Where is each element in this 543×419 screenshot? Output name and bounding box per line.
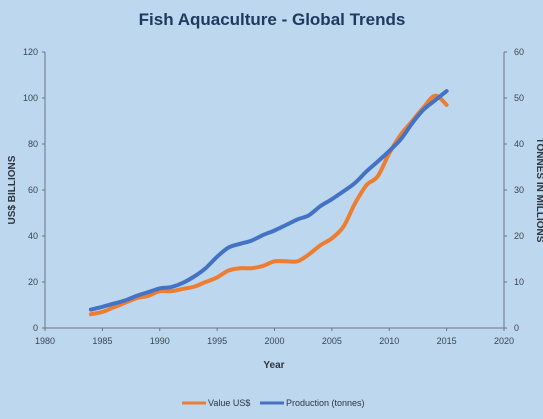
x-tick-label: 1980 <box>35 336 55 346</box>
series-line-value <box>88 93 449 317</box>
left-y-tick-label: 20 <box>28 277 38 287</box>
right-y-tick-label: 50 <box>514 93 524 103</box>
x-tick-label: 2020 <box>494 336 514 346</box>
series-line-production <box>88 89 449 312</box>
right-y-tick-label: 30 <box>514 185 524 195</box>
x-tick-label: 1995 <box>207 336 227 346</box>
axes <box>44 52 505 329</box>
x-tick-label: 2010 <box>379 336 399 346</box>
x-tick-label: 2000 <box>264 336 284 346</box>
x-tick-label: 1990 <box>150 336 170 346</box>
x-tick-label: 1985 <box>92 336 112 346</box>
right-y-tick-label: 60 <box>514 47 524 57</box>
left-y-tick-label: 40 <box>28 231 38 241</box>
left-y-tick-label: 100 <box>23 93 38 103</box>
right-y-tick-label: 10 <box>514 277 524 287</box>
left-y-tick-label: 120 <box>23 47 38 57</box>
right-y-tick-label: 0 <box>514 323 519 333</box>
legend-label-value: Value US$ <box>208 398 250 408</box>
left-y-tick-label: 80 <box>28 139 38 149</box>
legend: Value US$ Production (tonnes) <box>182 398 365 408</box>
legend-label-production: Production (tonnes) <box>286 398 365 408</box>
x-axis-label: Year <box>263 360 284 371</box>
left-y-tick-label: 60 <box>28 185 38 195</box>
x-tick-label: 2015 <box>437 336 457 346</box>
x-tick-label: 2005 <box>322 336 342 346</box>
x-tick-labels: 1980 1985 1990 1995 2000 2005 2010 2015 2020 <box>35 328 514 346</box>
right-y-tick-labels: 0 10 20 30 40 50 60 <box>504 47 524 333</box>
series-layer <box>88 89 449 317</box>
right-y-tick-label: 20 <box>514 231 524 241</box>
chart-title: Fish Aquaculture - Global Trends <box>139 10 406 29</box>
right-y-axis-label: TONNES IN MILLIONS <box>534 138 543 243</box>
right-y-tick-label: 40 <box>514 139 524 149</box>
left-y-tick-label: 0 <box>33 323 38 333</box>
left-y-axis-label: US$ BILLIONS <box>7 155 18 224</box>
left-y-tick-labels: 0 20 40 60 80 100 120 <box>23 47 45 333</box>
